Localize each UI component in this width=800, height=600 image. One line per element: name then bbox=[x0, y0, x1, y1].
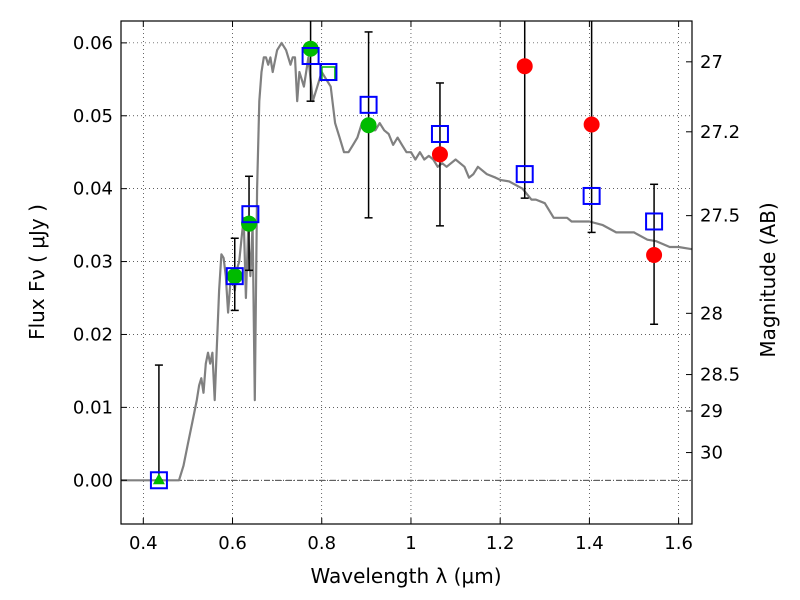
model-flux-marker bbox=[319, 63, 338, 82]
x-tick-label: 1.6 bbox=[664, 533, 693, 554]
right-axis-label: Magnitude (AB) bbox=[756, 202, 780, 357]
y-axis-label: Flux Fν ( μJy ) bbox=[25, 204, 49, 340]
observed-flux-point bbox=[226, 268, 243, 285]
y-tick-label: 0.04 bbox=[73, 179, 113, 200]
model-flux-marker bbox=[359, 95, 378, 114]
model-sed-line bbox=[121, 41, 692, 482]
y-tick-label: 0.05 bbox=[73, 106, 113, 127]
right-tick-label: 27.5 bbox=[700, 206, 740, 227]
plot-frame bbox=[120, 20, 693, 525]
right-tick-label: 27.2 bbox=[700, 122, 740, 143]
model-flux-marker bbox=[645, 212, 664, 231]
model-flux-marker bbox=[225, 267, 244, 286]
model-flux-marker bbox=[301, 46, 320, 65]
x-tick-label: 1 bbox=[405, 533, 416, 554]
model-flux-marker bbox=[430, 124, 449, 143]
observed-flux-point-red bbox=[646, 247, 663, 264]
observed-flux-point-red bbox=[583, 116, 600, 133]
model-flux-marker bbox=[241, 205, 260, 224]
right-tick-label: 30 bbox=[700, 443, 723, 464]
observed-flux-point-red bbox=[431, 146, 448, 163]
x-tick-label: 1.4 bbox=[575, 533, 604, 554]
observed-flux-point bbox=[241, 215, 258, 232]
right-tick-label: 28 bbox=[700, 303, 723, 324]
axis-ticks: 0.4 0.6 0.8 1 1.2 1.4 1.6 0.00 0.01 0.02 0.03 0.04 0… bbox=[73, 21, 740, 554]
y-tick-label: 0.06 bbox=[73, 33, 113, 54]
right-tick-label: 27 bbox=[700, 52, 723, 73]
y-tick-label: 0.00 bbox=[73, 470, 113, 491]
y-tick-label: 0.03 bbox=[73, 252, 113, 273]
model-flux-marker bbox=[515, 165, 534, 184]
x-tick-label: 1.2 bbox=[486, 533, 515, 554]
y-tick-label: 0.02 bbox=[73, 324, 113, 345]
right-tick-label: 28.5 bbox=[700, 365, 740, 386]
model-flux-marker bbox=[582, 186, 601, 205]
x-tick-label: 0.8 bbox=[307, 533, 336, 554]
upper-limit-marker bbox=[152, 473, 165, 485]
observed-flux-point-red bbox=[516, 58, 533, 75]
observed-flux-point bbox=[360, 117, 377, 134]
model-flux-marker bbox=[149, 471, 168, 490]
x-axis-label: Wavelength λ (μm) bbox=[310, 564, 501, 588]
x-tick-label: 0.6 bbox=[218, 533, 247, 554]
x-tick-label: 0.4 bbox=[129, 533, 158, 554]
plot-content bbox=[121, 21, 692, 490]
y-tick-label: 0.01 bbox=[73, 397, 113, 418]
right-tick-label: 29 bbox=[700, 401, 723, 422]
